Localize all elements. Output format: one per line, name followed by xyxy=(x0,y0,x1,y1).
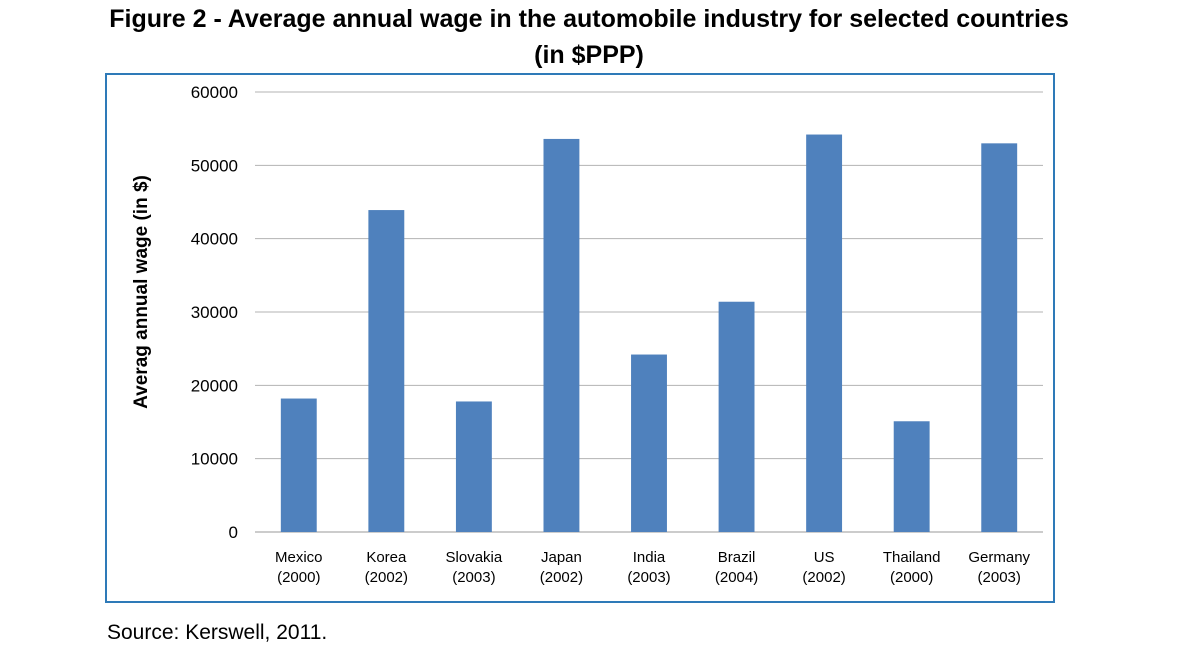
x-tick-label: (2002) xyxy=(540,569,583,586)
bar-chart: 0 10000 20000 30000 40000 50000 60000 Mexico (20… xyxy=(131,83,1043,586)
y-tick-label: 40000 xyxy=(191,230,238,249)
y-tick-label: 50000 xyxy=(191,156,238,175)
x-tick-label: Korea xyxy=(366,549,407,566)
x-tick-label: Brazil xyxy=(718,549,756,566)
x-tick-label: (2003) xyxy=(452,569,495,586)
bar-thailand xyxy=(893,421,930,532)
y-tick-label: 20000 xyxy=(191,376,238,395)
x-tick-label: India xyxy=(633,549,666,566)
x-tick-label: (2002) xyxy=(802,569,845,586)
x-tick-label: (2003) xyxy=(627,569,670,586)
chart-title-line-2: (in $PPP) xyxy=(534,41,644,69)
bar-mexico xyxy=(280,398,317,532)
y-axis-title: Averag annual wage (in $) xyxy=(131,175,152,409)
x-tick-label: (2004) xyxy=(715,569,758,586)
x-tick-label: (2000) xyxy=(890,569,933,586)
chart-title-line-1: Figure 2 - Average annual wage in the au… xyxy=(109,5,1069,33)
x-tick-label: (2002) xyxy=(365,569,408,586)
x-tick-label: Japan xyxy=(541,549,582,566)
chart-area: 0 10000 20000 30000 40000 50000 60000 Mexico (20… xyxy=(105,73,1055,603)
x-tick-label: US xyxy=(814,549,835,566)
x-tick-label: Thailand xyxy=(883,549,941,566)
x-tick-label: (2000) xyxy=(277,569,320,586)
x-tick-label: Slovakia xyxy=(446,549,503,566)
x-tick-label: Germany xyxy=(968,549,1030,566)
bar-us xyxy=(806,134,843,532)
source-note: Source: Kerswell, 2011. xyxy=(107,621,328,644)
y-tick-label: 0 xyxy=(229,523,238,542)
bar-slovakia xyxy=(455,401,492,532)
y-tick-label: 30000 xyxy=(191,303,238,322)
y-tick-label: 60000 xyxy=(191,83,238,102)
bar-japan xyxy=(543,138,580,532)
x-tick-label: Mexico xyxy=(275,549,323,566)
bar-germany xyxy=(981,143,1018,532)
x-tick-label: (2003) xyxy=(978,569,1021,586)
bar-korea xyxy=(368,210,405,533)
y-tick-label: 10000 xyxy=(191,450,238,469)
bar-brazil xyxy=(718,301,755,532)
bar-india xyxy=(631,354,667,532)
